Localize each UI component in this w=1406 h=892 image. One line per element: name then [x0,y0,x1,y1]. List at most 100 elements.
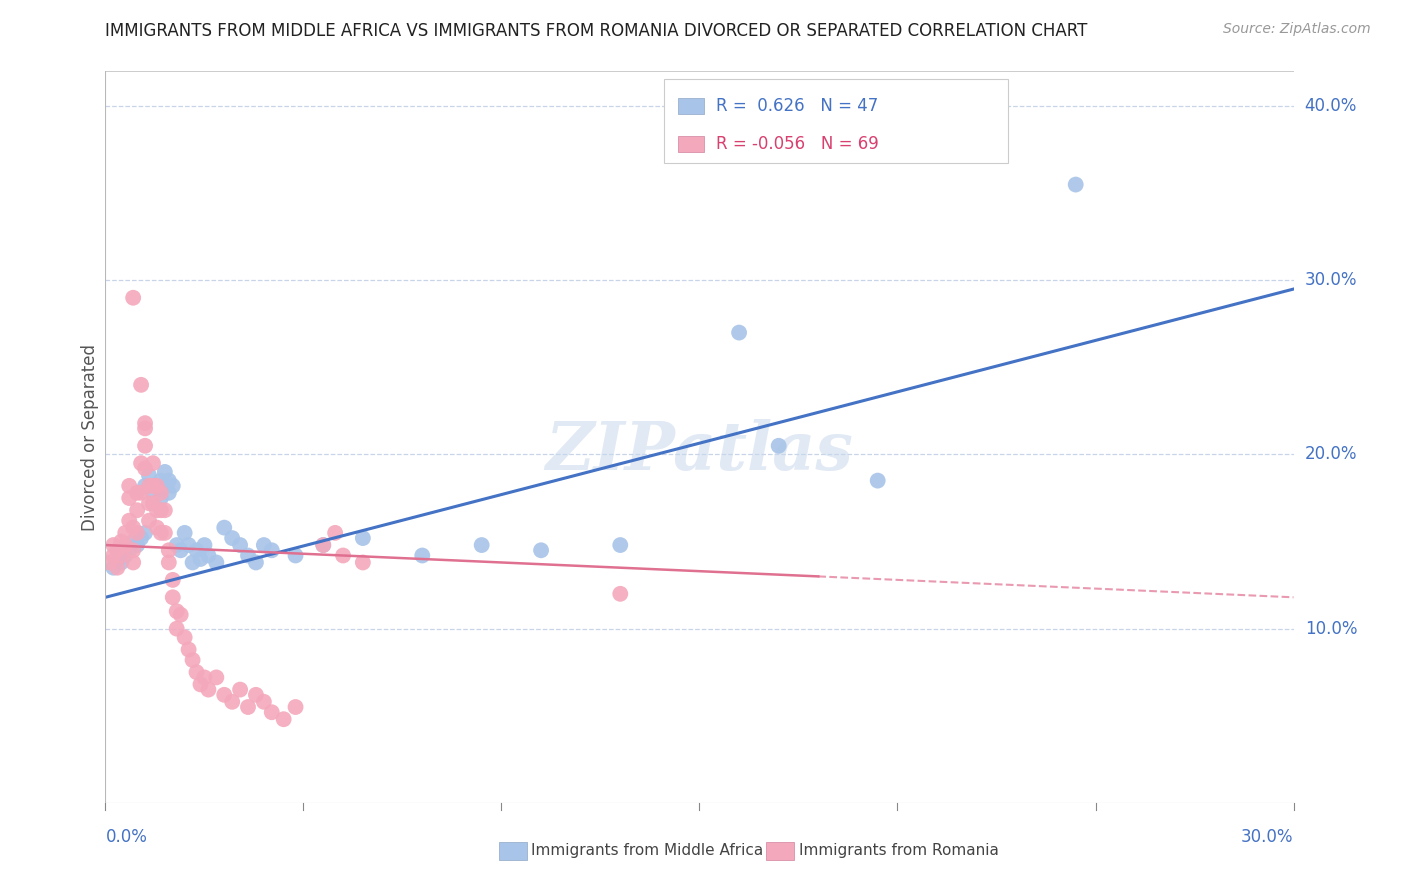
Point [142,496,165,510]
Point [114,549,136,563]
Point [103,549,125,563]
Text: Immigrants from Romania: Immigrants from Romania [799,844,998,858]
Point [138,468,160,483]
Text: 30.0%: 30.0% [1305,271,1357,289]
Point [173,525,195,540]
Point [260,705,283,719]
Point [245,688,267,702]
Point [149,485,172,500]
Point [103,560,125,574]
Point [129,531,152,545]
Point [162,573,184,587]
Point [157,543,180,558]
Point [105,560,128,574]
Text: 30.0%: 30.0% [1241,828,1294,846]
Point [134,461,156,475]
Point [118,491,141,505]
Point [609,538,631,552]
Text: IMMIGRANTS FROM MIDDLE AFRICA VS IMMIGRANTS FROM ROMANIA DIVORCED OR SEPARATED C: IMMIGRANTS FROM MIDDLE AFRICA VS IMMIGRA… [105,22,1088,40]
Point [138,479,160,493]
Point [129,456,152,470]
Point [162,479,184,493]
Point [127,538,149,552]
Point [866,474,889,488]
Point [129,377,152,392]
Point [181,653,204,667]
Point [142,479,165,493]
Point [221,695,243,709]
Point [110,534,132,549]
Point [122,534,145,549]
Text: 20.0%: 20.0% [1305,445,1357,464]
Bar [678,136,704,153]
Point [134,525,156,540]
Point [284,549,307,563]
Point [103,538,125,552]
Point [177,538,200,552]
Point [236,700,259,714]
Point [214,688,236,702]
Text: Source: ZipAtlas.com: Source: ZipAtlas.com [1223,22,1371,37]
Point [193,538,215,552]
Bar [678,97,704,113]
Point [149,474,172,488]
Text: 40.0%: 40.0% [1305,97,1357,115]
Point [352,531,374,545]
Point [1064,178,1087,192]
Point [118,543,141,558]
Text: 10.0%: 10.0% [1305,620,1357,638]
Point [166,604,188,618]
Point [253,695,276,709]
Point [205,670,228,684]
Point [149,503,172,517]
Point [153,465,176,479]
Point [205,556,228,570]
Point [142,485,165,500]
Point [162,591,184,605]
Point [312,538,335,552]
Point [229,538,252,552]
Point [221,531,243,545]
Point [110,549,132,563]
Point [609,587,631,601]
Point [153,503,176,517]
Point [146,479,169,493]
Point [122,543,145,558]
Point [332,549,354,563]
Point [411,549,433,563]
Point [190,552,212,566]
Point [166,538,188,552]
Point [214,521,236,535]
Point [157,474,180,488]
Point [127,525,149,540]
Point [129,485,152,500]
Point [197,682,219,697]
Point [236,549,259,563]
Point [166,622,188,636]
Point [114,525,136,540]
Point [134,439,156,453]
Point [177,642,200,657]
Point [127,503,149,517]
Point [157,556,180,570]
Point [105,543,128,558]
Point [110,556,132,570]
Text: ZIPatlas: ZIPatlas [546,419,853,484]
Point [728,326,751,340]
Point [245,556,267,570]
Bar [664,78,1008,162]
Text: R = -0.056   N = 69: R = -0.056 N = 69 [716,136,879,153]
Point [173,631,195,645]
Point [260,543,283,558]
Text: 0.0%: 0.0% [105,828,148,846]
Point [229,682,252,697]
Point [146,479,169,493]
Point [157,485,180,500]
Point [134,479,156,493]
Point [98,556,121,570]
Point [146,521,169,535]
Point [170,607,193,622]
Point [138,496,160,510]
Point [118,514,141,528]
Point [114,538,136,552]
